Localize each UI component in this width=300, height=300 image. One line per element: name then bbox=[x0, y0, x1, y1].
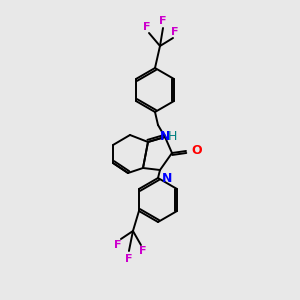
Text: O: O bbox=[191, 145, 202, 158]
Text: H: H bbox=[168, 130, 177, 143]
Text: F: F bbox=[125, 254, 133, 264]
Text: N: N bbox=[162, 172, 172, 185]
Text: F: F bbox=[159, 16, 167, 26]
Text: F: F bbox=[114, 240, 122, 250]
Text: N: N bbox=[160, 130, 170, 143]
Text: F: F bbox=[139, 246, 147, 256]
Text: F: F bbox=[171, 27, 179, 37]
Text: F: F bbox=[143, 22, 151, 32]
